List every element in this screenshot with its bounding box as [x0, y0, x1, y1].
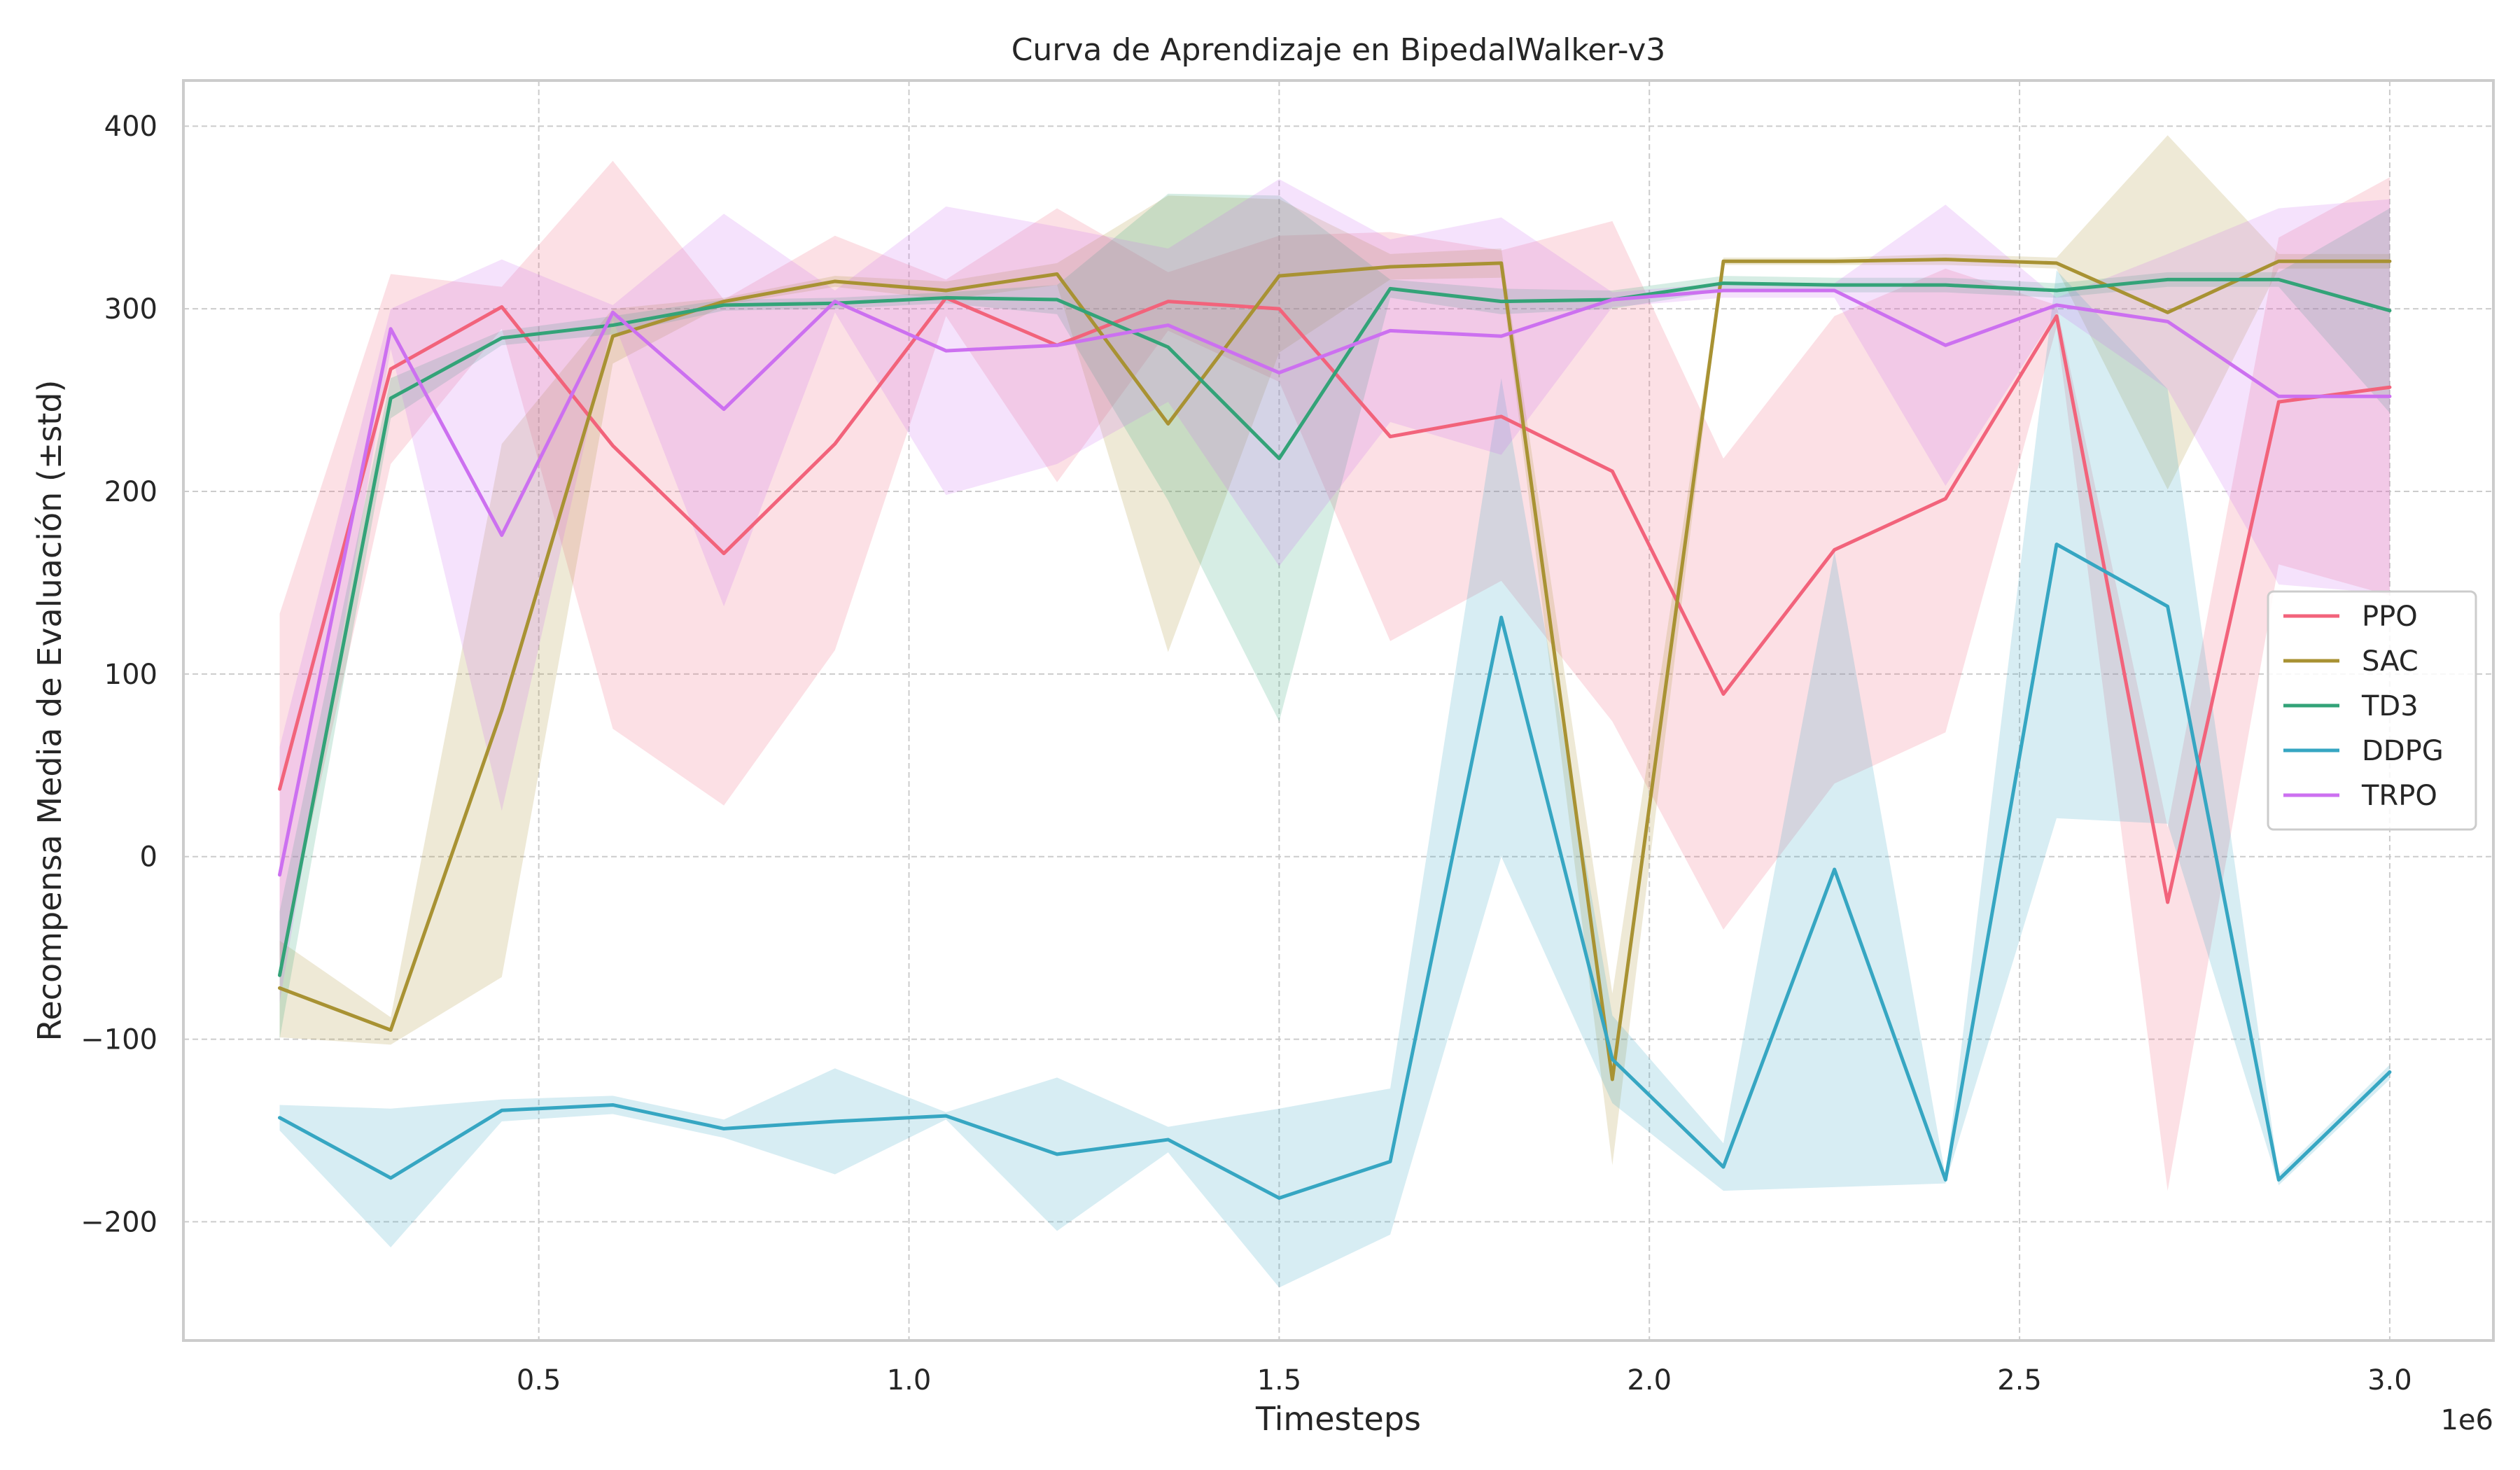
- y-tick-label: −100: [80, 1024, 158, 1056]
- y-tick-label: 200: [104, 476, 158, 508]
- y-axis-label: Recompensa Media de Evaluación (±std): [31, 380, 69, 1042]
- series-lines: [278, 258, 2392, 1200]
- x-axis-offset-label: 1e6: [2440, 1404, 2493, 1436]
- plot-frame: [182, 79, 2495, 1342]
- y-axis-ticks: −200 −100 0 100 200 300 400: [80, 111, 158, 1238]
- legend-label-trpo: TRPO: [2361, 780, 2437, 812]
- y-tick-label: −200: [80, 1206, 158, 1238]
- x-tick-label: 1.0: [887, 1364, 932, 1396]
- legend-label-ppo: PPO: [2362, 601, 2418, 633]
- band-sac: [279, 135, 2390, 1166]
- legend-label-ddpg: DDPG: [2362, 735, 2444, 767]
- legend: PPO SAC TD3 DDPG TRPO: [2267, 590, 2477, 831]
- legend-box: [2267, 590, 2477, 831]
- x-tick-label: 3.0: [2367, 1364, 2412, 1396]
- y-tick-label: 300: [104, 293, 158, 326]
- y-tick-label: 400: [104, 111, 158, 143]
- x-axis-label: Timesteps: [1255, 1400, 1421, 1438]
- x-tick-label: 0.5: [517, 1364, 561, 1396]
- band-ddpg: [279, 270, 2390, 1288]
- y-tick-label: 0: [140, 841, 158, 874]
- x-tick-label: 2.0: [1627, 1364, 1672, 1396]
- line-td3: [278, 277, 2392, 977]
- band-trpo: [279, 178, 2390, 1003]
- grid: [183, 80, 2493, 1340]
- y-tick-label: 100: [104, 659, 158, 691]
- line-trpo: [278, 288, 2392, 877]
- x-tick-label: 2.5: [1997, 1364, 2042, 1396]
- x-tick-label: 1.5: [1257, 1364, 1302, 1396]
- line-ddpg: [278, 542, 2392, 1200]
- legend-label-sac: SAC: [2362, 645, 2418, 678]
- chart-title: Curva de Aprendizaje en BipedalWalker-v3: [1011, 32, 1666, 68]
- band-ppo: [279, 160, 2390, 1191]
- x-axis-ticks: 0.5 1.0 1.5 2.0 2.5 3.0: [517, 1364, 2412, 1396]
- legend-label-td3: TD3: [2361, 690, 2418, 722]
